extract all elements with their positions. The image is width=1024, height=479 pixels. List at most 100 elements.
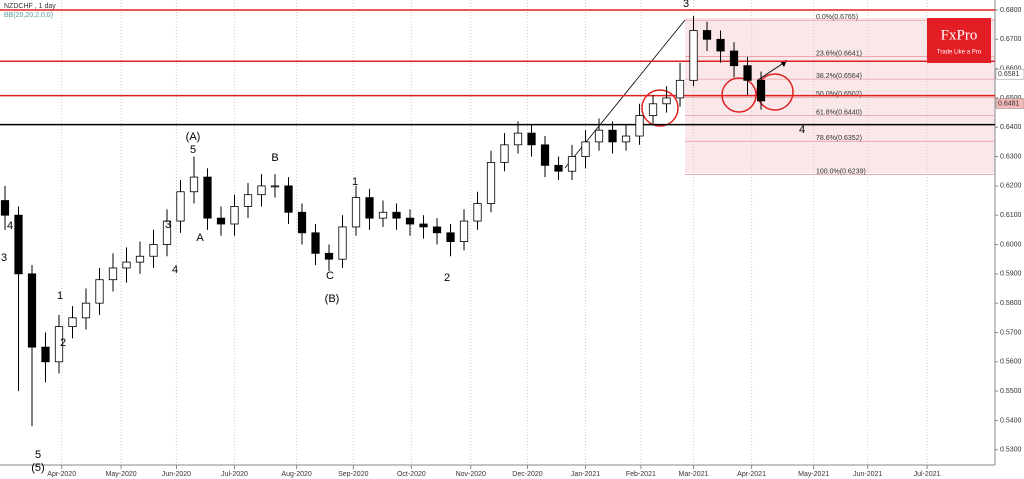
candle-body [149, 244, 158, 257]
fib-label: 78.6%(0.6352) [816, 135, 862, 142]
x-tick-label: Jul-2020 [221, 471, 248, 478]
x-tick-label: Aug-2020 [281, 471, 311, 478]
x-tick-label: Jan-2021 [571, 471, 600, 478]
candle-body [54, 326, 64, 363]
wave-label: 4 [172, 264, 178, 276]
candle-body [297, 211, 307, 234]
x-tick-label: Jul-2021 [914, 471, 941, 478]
x-tick-label: Jun-2021 [853, 471, 882, 478]
candle-body [203, 176, 212, 219]
candle-body [554, 164, 563, 172]
candle-body [270, 185, 280, 188]
candle-body [675, 79, 685, 99]
wave-label: 3 [1, 252, 7, 264]
candle-body [135, 255, 145, 263]
wave-label: 2 [60, 337, 66, 349]
price-box [995, 98, 1024, 109]
wave-label: (B) [325, 293, 340, 305]
candle-body [392, 211, 401, 219]
candle-body [527, 132, 536, 146]
candle-body [0, 200, 10, 216]
candle-body [284, 185, 293, 213]
candle-body [14, 214, 23, 275]
candle-body [716, 38, 725, 52]
chart-subtitle: BB(20,20,2,0,0) [4, 12, 53, 19]
fib-label: 23.6%(0.6641) [816, 50, 862, 57]
candle-body [648, 103, 658, 116]
candle-body [621, 135, 631, 143]
x-tick-label: Oct-2020 [397, 471, 426, 478]
wave-label: 5 [190, 144, 196, 156]
candle-body [473, 203, 482, 222]
y-tick-label: 0.5800 [1000, 300, 1022, 307]
candle-body [68, 317, 77, 328]
candle-body [500, 144, 509, 163]
y-tick-label: 0.5900 [1000, 271, 1022, 278]
wave-label: (5) [31, 462, 44, 474]
y-tick-label: 0.5600 [1000, 359, 1022, 366]
y-tick-label: 0.5300 [1000, 447, 1022, 454]
candle-body [432, 226, 442, 234]
y-tick-label: 0.5500 [1000, 388, 1022, 395]
candle-body [446, 232, 455, 242]
wave-label: B [271, 152, 278, 164]
candle-body [540, 144, 550, 166]
candle-body [405, 217, 415, 225]
candle-body [108, 267, 118, 281]
x-tick-label: Jun-2020 [162, 471, 191, 478]
wave-label: 2 [444, 272, 450, 284]
x-tick-label: Sep-2020 [338, 471, 368, 478]
wave-label: 1 [352, 176, 358, 188]
y-tick-label: 0.6000 [1000, 241, 1022, 248]
candle-body [216, 217, 226, 225]
circle [641, 89, 679, 127]
y-tick-label: 0.5400 [1000, 417, 1022, 424]
candle-body [27, 273, 37, 348]
candle-body [662, 97, 671, 105]
logo: FxPro [941, 27, 978, 43]
candle-body [176, 191, 185, 222]
y-tick-label: 0.6400 [1000, 124, 1022, 131]
wave-label: 4 [7, 220, 13, 232]
candle-body [513, 132, 523, 146]
logo-box [927, 18, 991, 63]
candle-body [162, 220, 172, 245]
candle-body [486, 162, 496, 204]
x-tick-label: Nov-2020 [456, 471, 486, 478]
candle-body [689, 30, 698, 81]
x-tick-label: Mar-2021 [679, 471, 709, 478]
candle-body [324, 252, 334, 260]
candle-body [81, 302, 91, 319]
candle-body [41, 346, 50, 363]
candle-body [635, 115, 644, 137]
candle-body [95, 279, 104, 304]
x-tick-label: Dec-2020 [512, 471, 542, 478]
wave-label: 3 [683, 0, 689, 10]
x-tick-label: May-2020 [106, 471, 137, 478]
wave-label: 4 [799, 124, 805, 136]
candle-body [311, 232, 320, 254]
candle-body [189, 176, 199, 193]
y-tick-label: 0.6700 [1000, 36, 1022, 43]
y-tick-label: 0.6300 [1000, 153, 1022, 160]
wave-label: (A) [186, 131, 201, 143]
candle-body [459, 220, 469, 242]
y-tick-label: 0.6200 [1000, 183, 1022, 190]
y-tick-label: 0.5700 [1000, 329, 1022, 336]
price-label: 0.6481 [998, 100, 1020, 107]
wave-label: 5 [35, 449, 41, 461]
candle-body [594, 129, 604, 143]
candle-body [243, 194, 253, 207]
fib-label: 100.0%(0.6239) [816, 168, 866, 175]
candle-body [378, 211, 388, 219]
candle-body [581, 141, 590, 157]
candle-body [608, 129, 617, 143]
x-tick-label: Apr-2021 [737, 471, 766, 478]
logo-tagline: Trade Like a Pro [937, 50, 982, 56]
fib-label: 38.2%(0.6564) [816, 73, 862, 80]
x-tick-label: Apr-2020 [47, 471, 76, 478]
candle-body [351, 197, 361, 228]
wave-label: 3 [165, 219, 171, 231]
wave-label: 1 [57, 290, 63, 302]
